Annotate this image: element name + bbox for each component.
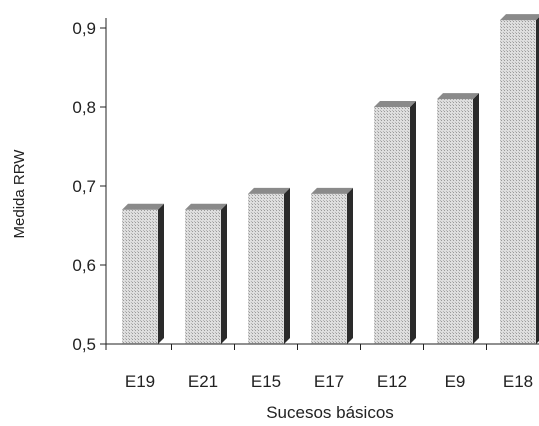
bar-side bbox=[410, 101, 416, 344]
bar bbox=[311, 187, 353, 344]
bar-side bbox=[158, 203, 164, 344]
x-tick-label: E21 bbox=[188, 372, 218, 391]
x-tick-label: E12 bbox=[377, 372, 407, 391]
bar bbox=[374, 101, 416, 344]
bar-side bbox=[536, 17, 539, 344]
x-axis-title: Sucesos básicos bbox=[266, 403, 394, 422]
bar-top bbox=[185, 203, 227, 210]
bar-front bbox=[248, 193, 284, 344]
y-tick-label: 0,9 bbox=[72, 19, 96, 38]
bar-side bbox=[221, 203, 227, 344]
bar-top bbox=[311, 187, 353, 194]
y-axis-title: Medida RRW bbox=[11, 149, 28, 239]
bar bbox=[437, 93, 479, 344]
bar-front bbox=[500, 20, 536, 344]
x-tick-label: E17 bbox=[314, 372, 344, 391]
bar-top bbox=[374, 101, 416, 107]
y-tick-label: 0,5 bbox=[72, 335, 96, 354]
x-tick-label: E19 bbox=[125, 372, 155, 391]
bar-top bbox=[437, 93, 479, 100]
y-axis-ticks: 0,5 0,6 0,7 0,8 0,9 bbox=[72, 19, 106, 354]
x-axis-ticks: E19 E21 E15 E17 E12 E9 E18 bbox=[105, 344, 533, 391]
bar-top bbox=[500, 14, 539, 21]
x-tick-label: E9 bbox=[445, 372, 466, 391]
bar-front bbox=[374, 107, 410, 344]
bar-side bbox=[473, 93, 479, 344]
bar-front bbox=[437, 99, 473, 344]
bar-top bbox=[122, 203, 164, 210]
bar-front bbox=[185, 209, 221, 344]
bar-front bbox=[122, 209, 158, 344]
bar bbox=[500, 14, 539, 344]
y-tick-label: 0,8 bbox=[72, 98, 96, 117]
bar-side bbox=[284, 187, 290, 344]
y-tick-label: 0,7 bbox=[72, 177, 96, 196]
y-tick-label: 0,6 bbox=[72, 256, 96, 275]
x-tick-label: E15 bbox=[251, 372, 281, 391]
bar-front bbox=[311, 193, 347, 344]
bars-layer bbox=[122, 14, 539, 344]
x-tick-label: E18 bbox=[503, 372, 533, 391]
bar bbox=[185, 203, 227, 344]
bar-side bbox=[347, 187, 353, 344]
bar bbox=[248, 187, 290, 344]
bar-top bbox=[248, 187, 290, 194]
bar bbox=[122, 203, 164, 344]
